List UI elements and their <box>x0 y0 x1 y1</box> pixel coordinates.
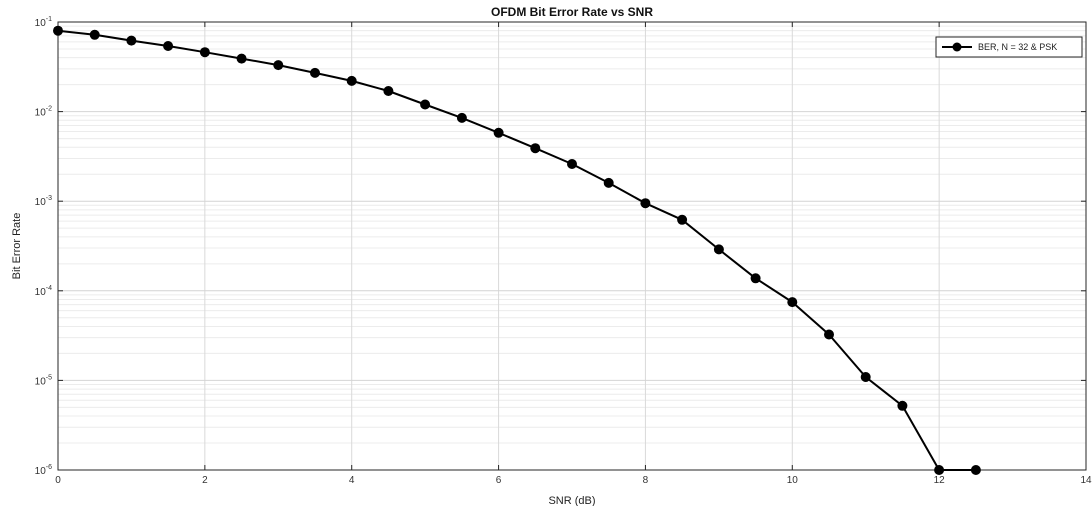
y-tick-label: 10-1 <box>35 16 52 29</box>
x-tick-label: 4 <box>349 475 355 486</box>
x-axis-label: SNR (dB) <box>548 495 595 506</box>
data-point <box>934 465 945 475</box>
y-tick-label: 10-5 <box>35 374 52 387</box>
data-point <box>787 297 798 308</box>
y-tick-label: 10-3 <box>35 195 52 208</box>
x-tick-label: 2 <box>202 475 208 486</box>
x-tick-label: 6 <box>496 475 502 486</box>
data-point <box>163 41 174 51</box>
data-point <box>493 127 504 138</box>
x-tick-label: 14 <box>1080 475 1092 486</box>
y-tick-label: 10-4 <box>35 285 52 298</box>
data-point <box>383 86 394 96</box>
data-point <box>750 273 761 284</box>
data-point <box>126 35 137 46</box>
data-point <box>713 244 724 255</box>
y-tick-labels: 10-1 10-2 10-3 10-4 10-5 10-6 <box>35 16 52 477</box>
legend: BER, N = 32 & PSK <box>935 36 1083 58</box>
data-point <box>897 400 908 411</box>
legend-box <box>935 36 1083 58</box>
x-tick-label: 0 <box>55 475 61 486</box>
series-layer <box>53 25 981 475</box>
x-tick-label: 10 <box>787 475 799 486</box>
y-tick-label: 10-6 <box>35 464 52 477</box>
minor-grid <box>58 25 1086 444</box>
data-point <box>824 329 834 340</box>
x-tick-label: 8 <box>643 475 649 486</box>
data-point <box>346 75 357 86</box>
plot-frame <box>57 21 1087 471</box>
data-point <box>199 47 210 58</box>
data-point <box>603 177 614 188</box>
chart-title: OFDM Bit Error Rate vs SNR <box>491 5 653 19</box>
y-tick-label: 10-2 <box>35 106 52 119</box>
plot-area <box>58 22 1086 470</box>
data-point <box>310 67 320 78</box>
data-point <box>236 53 247 64</box>
data-point <box>530 143 541 154</box>
series-line <box>57 29 976 471</box>
y-axis-label: Bit Error Rate <box>11 213 23 280</box>
data-point <box>567 159 577 169</box>
data-point <box>860 372 871 382</box>
data-point <box>89 29 100 40</box>
legend-label: BER, N = 32 & PSK <box>978 42 1057 52</box>
x-tick-labels: 0 2 4 6 8 10 12 14 <box>55 475 1092 486</box>
x-tick-label: 12 <box>934 475 946 486</box>
data-point <box>53 25 63 36</box>
data-point <box>640 198 651 209</box>
data-point <box>456 112 467 123</box>
data-point <box>677 214 688 225</box>
data-point <box>970 465 981 475</box>
data-point <box>273 60 284 71</box>
legend-marker <box>952 42 962 52</box>
data-point <box>420 99 431 110</box>
